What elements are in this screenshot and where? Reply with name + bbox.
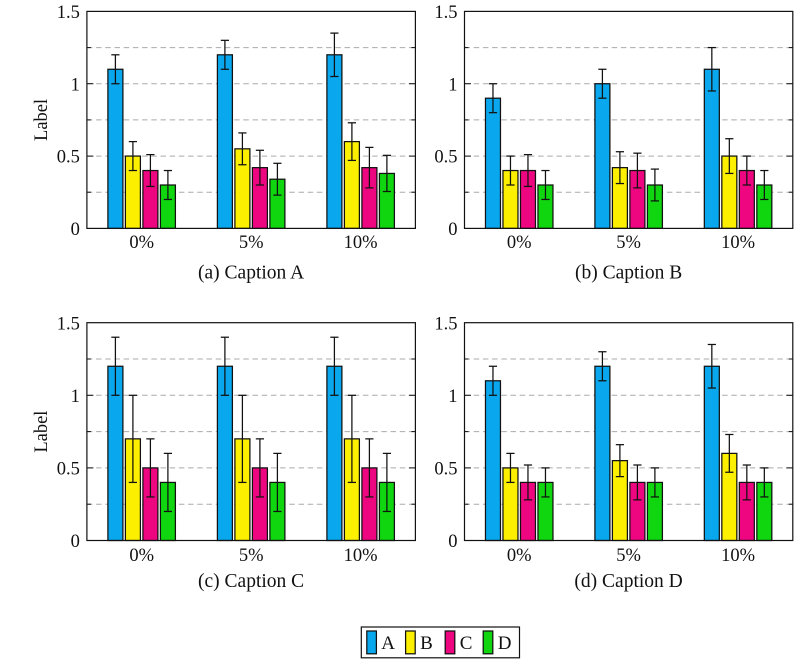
svg-text:5%: 5% bbox=[616, 546, 641, 566]
svg-text:10%: 10% bbox=[721, 546, 755, 566]
svg-text:1: 1 bbox=[71, 387, 80, 407]
svg-text:D: D bbox=[498, 633, 512, 654]
svg-text:10%: 10% bbox=[344, 233, 378, 253]
svg-text:0%: 0% bbox=[129, 233, 154, 253]
svg-text:5%: 5% bbox=[239, 546, 264, 566]
svg-text:1: 1 bbox=[448, 75, 457, 95]
svg-text:0.5: 0.5 bbox=[57, 460, 80, 480]
svg-text:0%: 0% bbox=[507, 233, 532, 253]
svg-text:0.5: 0.5 bbox=[434, 148, 457, 168]
svg-text:10%: 10% bbox=[721, 233, 755, 253]
svg-text:B: B bbox=[420, 633, 433, 654]
svg-text:A: A bbox=[381, 633, 395, 654]
svg-text:(a) Caption A: (a) Caption A bbox=[198, 263, 304, 284]
svg-text:1.5: 1.5 bbox=[434, 314, 457, 334]
svg-text:(d) Caption D: (d) Caption D bbox=[574, 571, 682, 592]
svg-text:0.5: 0.5 bbox=[57, 148, 80, 168]
svg-text:0: 0 bbox=[448, 220, 457, 240]
svg-text:0%: 0% bbox=[129, 546, 154, 566]
svg-text:C: C bbox=[460, 633, 473, 654]
svg-text:(b) Caption B: (b) Caption B bbox=[575, 263, 682, 284]
svg-text:1.5: 1.5 bbox=[434, 3, 457, 23]
svg-text:Label: Label bbox=[32, 411, 52, 453]
svg-text:10%: 10% bbox=[344, 546, 378, 566]
svg-text:1: 1 bbox=[448, 387, 457, 407]
svg-text:Label: Label bbox=[32, 99, 52, 141]
svg-text:0.5: 0.5 bbox=[434, 460, 457, 480]
svg-text:5%: 5% bbox=[616, 233, 641, 253]
svg-text:0%: 0% bbox=[507, 546, 532, 566]
svg-text:0: 0 bbox=[71, 220, 80, 240]
svg-text:5%: 5% bbox=[239, 233, 264, 253]
svg-text:1.5: 1.5 bbox=[57, 314, 80, 334]
svg-text:0: 0 bbox=[71, 532, 80, 552]
svg-text:1.5: 1.5 bbox=[57, 3, 80, 23]
svg-text:1: 1 bbox=[71, 75, 80, 95]
svg-text:0: 0 bbox=[448, 532, 457, 552]
svg-text:(c) Caption C: (c) Caption C bbox=[198, 571, 304, 592]
